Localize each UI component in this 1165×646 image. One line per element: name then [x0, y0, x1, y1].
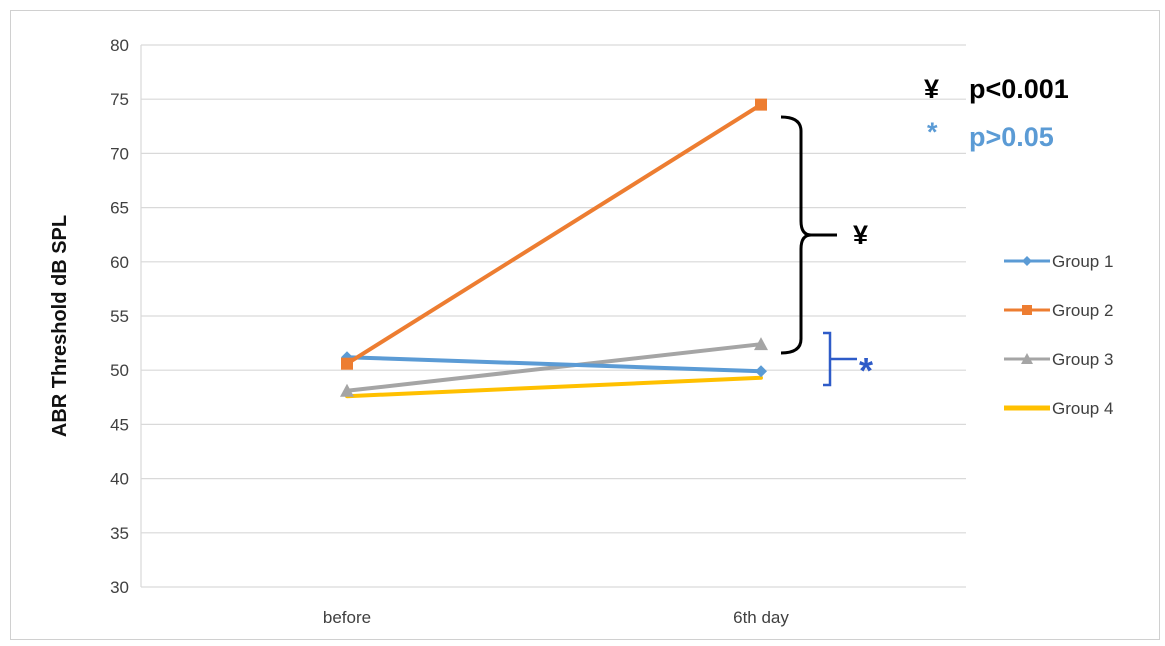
series-line — [345, 102, 763, 366]
legend-marker — [1021, 353, 1033, 364]
p-value-text-asterisk: p>0.05 — [969, 122, 1054, 152]
line-chart: 30 35 40 45 50 55 60 65 70 75 80 before 6th day ABR… — [49, 36, 1113, 627]
chart-frame: 30 35 40 45 50 55 60 65 70 75 80 before 6th day ABR… — [10, 10, 1160, 640]
bracket-symbol-yen: ¥ — [853, 220, 868, 250]
series-line — [345, 355, 763, 374]
legend: Group 1 Group 2 Group 3 Group 4 — [1004, 252, 1113, 418]
y-tick-label: 35 — [110, 524, 129, 543]
legend-item: Group 4 — [1004, 399, 1113, 418]
series-3 — [340, 337, 768, 397]
y-tick-label: 55 — [110, 307, 129, 326]
x-tick-labels: before 6th day — [323, 608, 789, 627]
data-point — [754, 337, 768, 351]
legend-item: Group 1 — [1004, 252, 1113, 271]
legend-label: Group 2 — [1052, 301, 1113, 320]
series-2 — [341, 98, 767, 370]
bracket-group1-vs-group4 — [823, 331, 857, 387]
legend-label: Group 4 — [1052, 399, 1113, 418]
legend-item: Group 2 — [1004, 301, 1113, 320]
y-tick-label: 30 — [110, 578, 129, 597]
legend-item: Group 3 — [1004, 350, 1113, 369]
y-tick-label: 80 — [110, 36, 129, 55]
y-tick-label: 40 — [110, 470, 129, 489]
p-value-symbol-asterisk: * — [927, 117, 938, 147]
gridlines — [140, 44, 966, 588]
data-point — [755, 98, 767, 111]
p-value-symbol-yen: ¥ — [924, 74, 939, 104]
legend-marker — [1022, 256, 1032, 266]
series-line — [345, 342, 763, 393]
data-point — [341, 357, 353, 370]
y-tick-label: 70 — [110, 144, 129, 163]
series-4 — [345, 375, 763, 399]
y-tick-label: 65 — [110, 199, 129, 218]
series-1 — [341, 351, 767, 378]
series-lines — [340, 98, 768, 399]
data-point — [340, 383, 354, 397]
y-axis-label: ABR Threshold dB SPL — [49, 215, 71, 437]
y-tick-label: 45 — [110, 415, 129, 434]
legend-label: Group 1 — [1052, 252, 1113, 271]
x-tick-label: before — [323, 608, 371, 627]
y-tick-labels: 30 35 40 45 50 55 60 65 70 75 80 — [110, 36, 129, 597]
legend-label: Group 3 — [1052, 350, 1113, 369]
series-line — [345, 375, 763, 399]
y-tick-label: 75 — [110, 90, 129, 109]
bracket-group2-vs-group3 — [780, 115, 837, 355]
x-tick-label: 6th day — [733, 608, 789, 627]
bracket-symbol-asterisk: * — [859, 350, 873, 391]
legend-marker — [1022, 305, 1032, 315]
data-point — [755, 365, 767, 378]
p-value-text-yen: p<0.001 — [969, 74, 1069, 104]
y-tick-label: 60 — [110, 253, 129, 272]
y-tick-label: 50 — [110, 361, 129, 380]
